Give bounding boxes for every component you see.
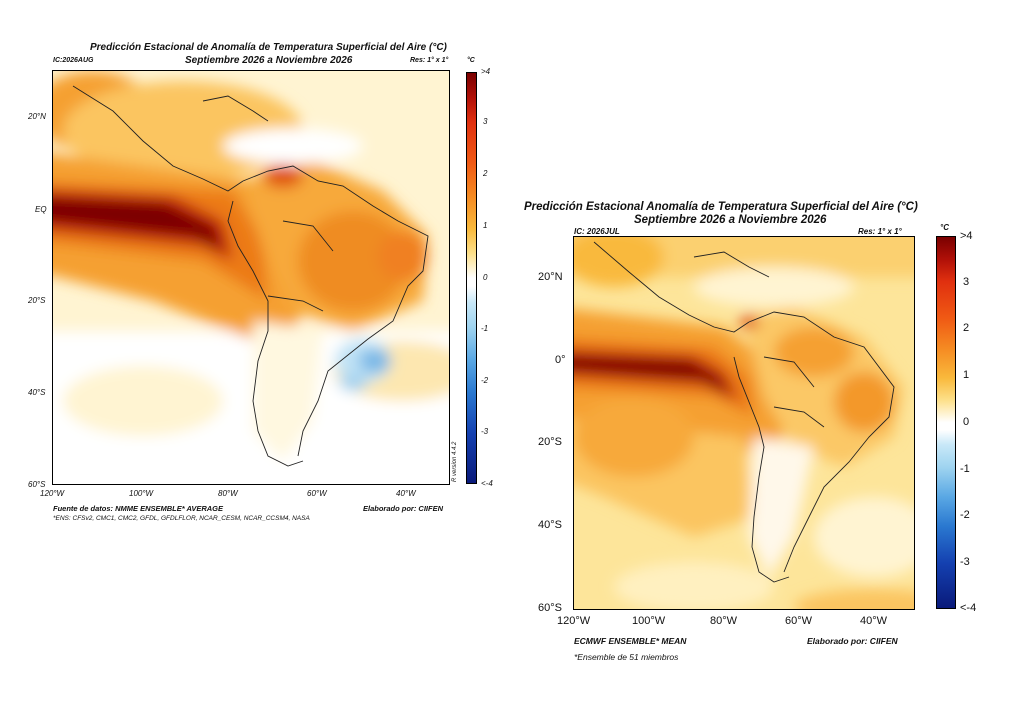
right-title-line2: Septiembre 2026 a Noviembre 2026 bbox=[634, 214, 827, 226]
left-forecast-panel: Predicción Estacional de Anomalía de Tem… bbox=[0, 0, 500, 560]
right-forecast-panel: Predicción Estacional Anomalía de Temper… bbox=[500, 0, 1024, 720]
right-cbar-tick: -3 bbox=[960, 556, 970, 568]
left-res-label: Res: 1° x 1° bbox=[410, 57, 449, 64]
left-lon-tick: 40°W bbox=[396, 489, 416, 498]
left-ic-label: IC:2026AUG bbox=[53, 57, 94, 64]
left-unit-label: °C bbox=[467, 57, 475, 64]
right-lat-tick: 0° bbox=[555, 354, 566, 366]
right-elaborado-label: Elaborado por: CIIFEN bbox=[807, 636, 898, 646]
left-source-label: Fuente de datos: NMME ENSEMBLE* AVERAGE bbox=[53, 504, 224, 513]
left-cbar-tick: -3 bbox=[481, 427, 489, 436]
right-cbar-tick: >4 bbox=[960, 230, 973, 242]
left-version-label: R version 4.4.2 bbox=[452, 441, 458, 482]
left-lon-tick: 120°W bbox=[40, 489, 65, 498]
right-anomaly-map bbox=[573, 236, 915, 610]
right-lon-tick: 120°W bbox=[557, 615, 591, 627]
left-title-line2: Septiembre 2026 a Noviembre 2026 bbox=[185, 55, 353, 66]
right-lat-tick: 20°N bbox=[538, 271, 563, 283]
left-cbar-tick: -1 bbox=[481, 324, 489, 333]
right-lon-tick: 80°W bbox=[710, 615, 738, 627]
left-lon-tick: 80°W bbox=[218, 489, 238, 498]
right-footnote: *Ensemble de 51 miembros bbox=[574, 652, 679, 662]
right-cbar-tick: -2 bbox=[960, 509, 970, 521]
left-cbar-tick: <-4 bbox=[481, 479, 493, 488]
left-cbar-tick: -2 bbox=[481, 376, 489, 385]
left-lat-tick: EQ bbox=[35, 205, 47, 214]
right-res-label: Res: 1° x 1° bbox=[858, 227, 902, 236]
right-source-label: ECMWF ENSEMBLE* MEAN bbox=[574, 636, 687, 646]
right-lon-tick: 60°W bbox=[785, 615, 813, 627]
right-cbar-tick: 2 bbox=[963, 322, 970, 334]
left-lat-tick: 40°S bbox=[28, 388, 46, 397]
left-lon-tick: 60°W bbox=[307, 489, 327, 498]
left-elaborado-label: Elaborado por: CIIFEN bbox=[363, 504, 444, 513]
right-cbar-tick: <-4 bbox=[960, 602, 977, 614]
right-cbar-tick: 3 bbox=[963, 276, 970, 288]
left-lon-tick: 100°W bbox=[129, 489, 154, 498]
left-cbar-tick: 3 bbox=[483, 117, 488, 126]
right-lon-tick: 40°W bbox=[860, 615, 888, 627]
right-cbar-tick: 0 bbox=[963, 416, 970, 428]
left-cbar-tick: >4 bbox=[481, 67, 491, 76]
right-ic-label: IC: 2026JUL bbox=[574, 227, 620, 236]
right-cbar-tick: 1 bbox=[963, 369, 970, 381]
left-cbar-tick: 1 bbox=[483, 221, 488, 230]
right-lat-tick: 60°S bbox=[538, 602, 562, 614]
left-colorbar bbox=[466, 72, 477, 484]
left-lat-tick: 60°S bbox=[28, 480, 46, 489]
left-cbar-tick: 2 bbox=[483, 169, 488, 178]
right-unit-label: °C bbox=[940, 223, 949, 232]
right-title-line1: Predicción Estacional Anomalía de Temper… bbox=[524, 201, 918, 213]
right-lon-tick: 100°W bbox=[632, 615, 666, 627]
right-lat-tick: 20°S bbox=[538, 436, 562, 448]
left-title-line1: Predicción Estacional de Anomalía de Tem… bbox=[90, 42, 447, 53]
left-cbar-tick: 0 bbox=[483, 273, 488, 282]
left-anomaly-map bbox=[52, 70, 450, 485]
left-footnote: *ENS: CFSv2, CMC1, CMC2, GFDL, GFDLFLOR,… bbox=[53, 515, 310, 522]
left-lat-tick: 20°S bbox=[28, 296, 46, 305]
right-colorbar bbox=[936, 236, 956, 609]
left-lat-tick: 20°N bbox=[28, 112, 46, 121]
right-lat-tick: 40°S bbox=[538, 519, 562, 531]
right-cbar-tick: -1 bbox=[960, 463, 970, 475]
